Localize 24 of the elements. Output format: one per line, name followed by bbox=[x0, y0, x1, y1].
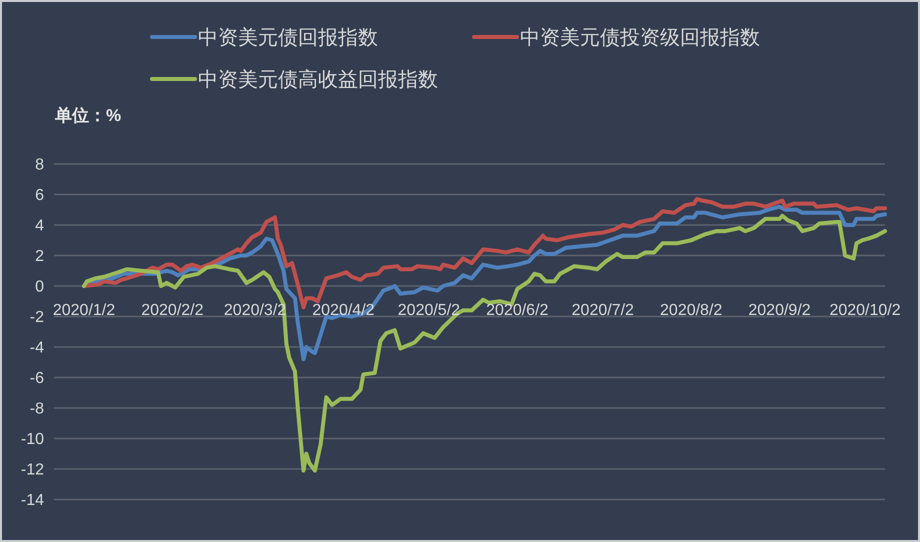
x-tick-label: 2020/8/2 bbox=[660, 302, 722, 319]
y-tick-label: 6 bbox=[35, 187, 44, 204]
y-tick-label: 8 bbox=[35, 156, 44, 174]
x-tick-label: 2020/2/2 bbox=[141, 302, 204, 319]
legend-label: 中资美元债高收益回报指数 bbox=[198, 68, 438, 91]
x-tick-label: 2020/10/2 bbox=[829, 302, 901, 319]
x-tick-label: 2020/9/2 bbox=[748, 302, 811, 319]
legend-label: 中资美元债回报指数 bbox=[198, 26, 378, 49]
y-tick-label: 2 bbox=[35, 248, 44, 265]
y-tick-label: 4 bbox=[35, 218, 44, 234]
x-tick-label: 2020/1/2 bbox=[52, 302, 116, 319]
x-tick-label: 2020/7/2 bbox=[572, 302, 634, 319]
y-tick-label: -10 bbox=[20, 431, 44, 448]
x-tick-label: 2020/5/2 bbox=[398, 302, 460, 319]
y-tick-label: -8 bbox=[30, 400, 44, 418]
y-tick-label: -12 bbox=[20, 462, 44, 478]
y-tick-label: -4 bbox=[30, 340, 44, 356]
y-tick-label: -2 bbox=[30, 309, 44, 326]
ylabel: 单位：% bbox=[55, 106, 122, 125]
x-tick-label: 2020/6/2 bbox=[486, 302, 549, 319]
y-tick-label: -14 bbox=[20, 492, 44, 509]
y-tick-label: -6 bbox=[30, 370, 44, 387]
legend-label: 中资美元债投资级回报指数 bbox=[520, 26, 760, 49]
y-tick-label: 0 bbox=[35, 278, 44, 296]
